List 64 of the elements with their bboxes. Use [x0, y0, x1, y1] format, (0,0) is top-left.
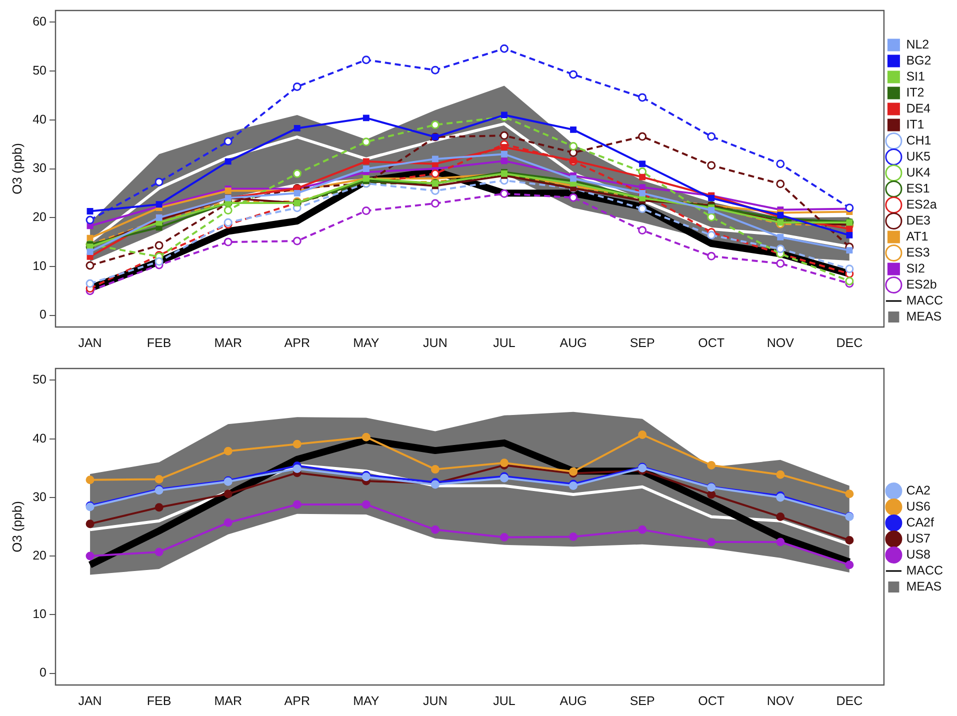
y-tick-label: 30 [32, 161, 47, 176]
legend-label: AT1 [906, 229, 928, 244]
legend-label: MEAS [906, 309, 942, 324]
y-tick-label: 0 [40, 308, 47, 322]
legend-label: US6 [906, 499, 931, 514]
y-tick-label: 50 [32, 372, 47, 387]
y-tick-label: 30 [32, 490, 47, 504]
x-tick-label: NOV [766, 336, 795, 350]
x-tick-label: JAN [78, 336, 102, 350]
x-tick-label: MAR [214, 694, 242, 708]
legend-label: NL2 [906, 37, 930, 52]
x-tick-label: JUL [493, 694, 516, 708]
legend-label: SI1 [906, 69, 926, 84]
y-tick-label: 20 [32, 548, 47, 563]
y-tick-label: 40 [32, 112, 47, 126]
x-tick-label: OCT [698, 336, 725, 350]
legend-label: CA2 [906, 483, 931, 498]
legend-label: UK5 [906, 149, 931, 164]
x-tick-label: OCT [698, 694, 725, 708]
legend-label: BG2 [906, 53, 932, 68]
legend-label: IT1 [906, 117, 924, 132]
legend-label: US7 [906, 531, 931, 546]
x-tick-label: AUG [560, 336, 587, 350]
legend-label: SI2 [906, 261, 926, 276]
y-tick-label: 0 [40, 666, 47, 680]
legend-label: MEAS [906, 579, 942, 594]
legend-label: ES1 [906, 181, 930, 196]
legend-label: UK4 [906, 165, 931, 180]
x-tick-label: FEB [146, 336, 172, 350]
y-axis-title: O3 (ppb) [9, 501, 24, 552]
y-axis-title: O3 (ppb) [9, 143, 24, 194]
x-tick-label: APR [284, 694, 310, 708]
x-tick-label: FEB [146, 694, 172, 708]
legend-label: ES2a [906, 197, 937, 212]
x-tick-label: SEP [630, 694, 655, 708]
y-tick-label: 10 [32, 607, 47, 622]
x-tick-label: JUN [423, 694, 448, 708]
x-tick-label: MAR [214, 336, 242, 350]
legend-label: CA2f [906, 515, 935, 530]
x-tick-label: JUL [493, 336, 516, 350]
legend-label: CH1 [906, 133, 932, 148]
legend-label: IT2 [906, 85, 924, 100]
legend-label: ES3 [906, 245, 930, 260]
y-tick-label: 50 [32, 64, 47, 78]
x-tick-label: DEC [836, 694, 863, 708]
x-tick-label: MAY [353, 336, 380, 350]
x-tick-label: SEP [630, 336, 655, 350]
y-tick-label: 20 [32, 210, 47, 224]
y-tick-label: 40 [32, 431, 47, 446]
legend-label: DE3 [906, 213, 931, 228]
legend-label: DE4 [906, 101, 931, 116]
legend-label: ES2b [906, 277, 937, 292]
x-tick-label: DEC [836, 336, 863, 350]
x-tick-label: AUG [560, 694, 587, 708]
y-tick-label: 60 [32, 14, 47, 29]
legend-label: MACC [906, 563, 944, 578]
x-tick-label: JUN [423, 336, 448, 350]
y-tick-label: 10 [32, 258, 47, 273]
legend-label: MACC [906, 293, 944, 308]
x-tick-label: JAN [78, 694, 102, 708]
x-tick-label: APR [284, 336, 310, 350]
legend-label: US8 [906, 547, 931, 562]
x-tick-label: MAY [353, 694, 380, 708]
x-tick-label: NOV [766, 694, 795, 708]
